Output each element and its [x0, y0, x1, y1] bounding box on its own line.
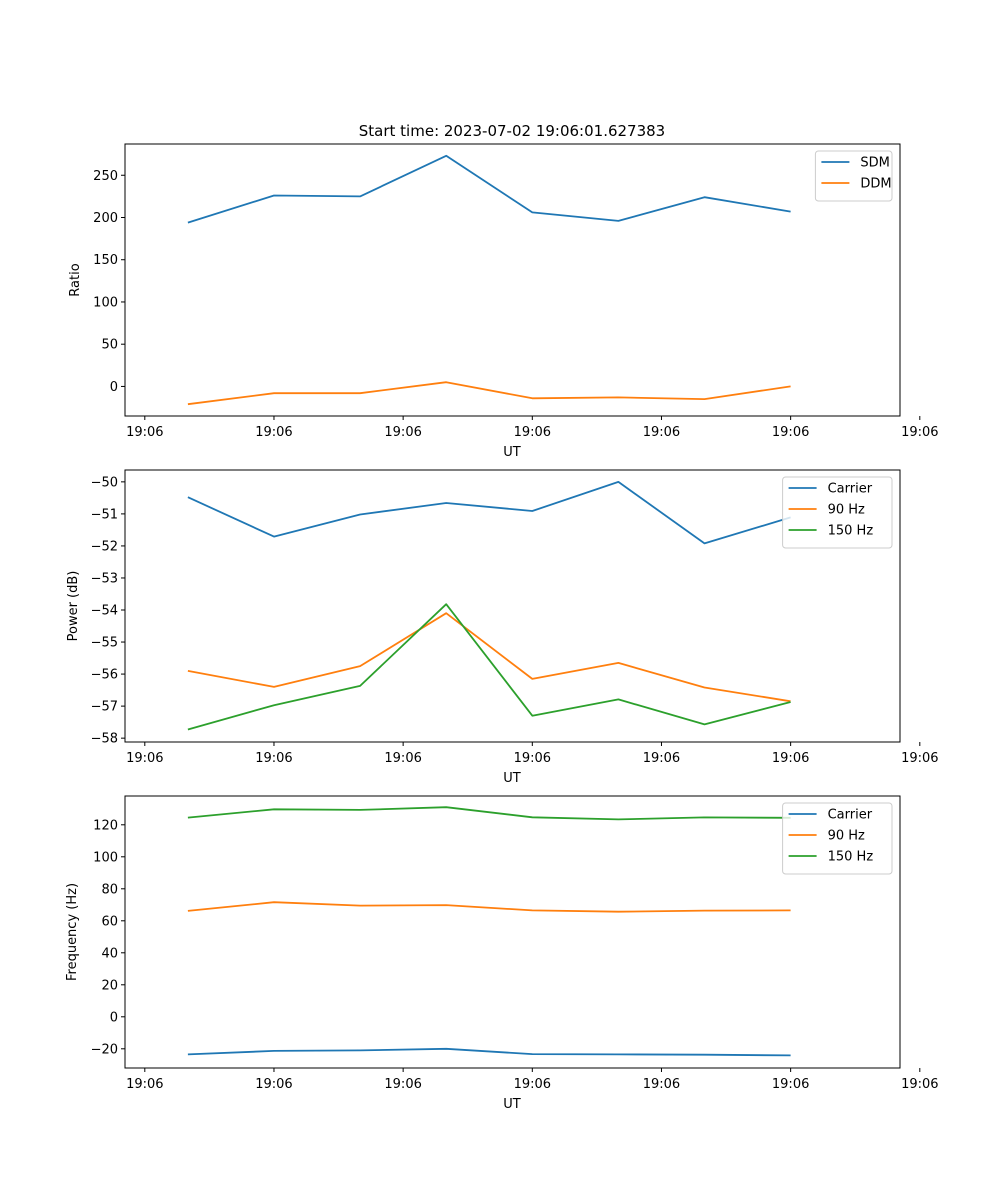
- y-tick-label: −54: [91, 604, 118, 619]
- y-tick-label: 0: [110, 380, 118, 395]
- legend-label: SDM: [860, 156, 889, 171]
- x-tick-label: 19:06: [901, 1077, 938, 1092]
- legend: Carrier 90 Hz 150 Hz: [782, 476, 893, 549]
- legend-label: 90 Hz: [828, 503, 865, 518]
- x-tick-label: 19:06: [643, 1077, 680, 1092]
- series-line-150-hz: [187, 806, 791, 821]
- panel-frequency: −20 0 20 40 60 80 100 120 19:06 19:06 19:06 19:06 19…: [65, 795, 939, 1112]
- y-tick-label: 150: [93, 253, 118, 268]
- y-tick-label: 100: [93, 850, 118, 865]
- legend-label: Carrier: [828, 482, 873, 497]
- legend: SDM DDM: [814, 150, 893, 202]
- y-tick-label: −51: [91, 507, 118, 522]
- series-line-150-hz: [187, 603, 791, 731]
- y-tick-label: 50: [101, 338, 118, 353]
- x-tick-label: 19:06: [901, 425, 938, 440]
- x-tick-label: 19:06: [384, 1077, 421, 1092]
- series-line-ddm: [187, 381, 791, 406]
- y-tick-label: 250: [93, 169, 118, 184]
- plot-area-frequency: −20 0 20 40 60 80 100 120 19:06 19:06 19:06 19:06 19…: [91, 795, 939, 1092]
- x-tick-label: 19:06: [126, 425, 163, 440]
- x-tick-label: 19:06: [126, 751, 163, 766]
- series-line-90-hz: [187, 901, 791, 913]
- x-tick-label: 19:06: [643, 425, 680, 440]
- y-tick-label: −56: [91, 668, 118, 683]
- x-tick-label: 19:06: [255, 751, 292, 766]
- y-tick-label: −20: [91, 1042, 118, 1057]
- x-tick-label: 19:06: [772, 425, 809, 440]
- series-line-carrier: [187, 480, 791, 545]
- y-tick-label: 100: [93, 295, 118, 310]
- axes-frame: [124, 795, 901, 1069]
- legend-label: 150 Hz: [828, 850, 874, 865]
- y-tick-label: 120: [93, 818, 118, 833]
- legend-box: [814, 150, 893, 202]
- plot-area-ratio: 0 50 100 150 200 250 19:06 19:06 19:06 19:06 19:06…: [93, 143, 939, 440]
- y-axis-label: Ratio: [68, 263, 83, 296]
- x-axis-label: UT: [503, 1097, 521, 1112]
- y-tick-label: −52: [91, 539, 118, 554]
- x-axis-label: UT: [503, 771, 521, 786]
- y-tick-label: −57: [91, 700, 118, 715]
- y-tick-label: 200: [93, 211, 118, 226]
- panel-ratio: Start time: 2023-07-02 19:06:01.627383 0…: [68, 122, 939, 460]
- x-tick-label: 19:06: [514, 1077, 551, 1092]
- axes-frame: [124, 469, 901, 743]
- series-line-sdm: [187, 154, 791, 224]
- y-tick-label: −50: [91, 475, 118, 490]
- y-tick-label: −58: [91, 732, 118, 747]
- legend-label: Carrier: [828, 808, 873, 823]
- x-tick-label: 19:06: [772, 751, 809, 766]
- chart-title: Start time: 2023-07-02 19:06:01.627383: [359, 122, 665, 140]
- x-tick-label: 19:06: [126, 1077, 163, 1092]
- y-tick-label: 20: [101, 978, 118, 993]
- y-tick-label: 0: [110, 1010, 118, 1025]
- y-tick-label: 60: [101, 914, 118, 929]
- x-tick-label: 19:06: [255, 1077, 292, 1092]
- series-line-90-hz: [187, 612, 791, 703]
- x-tick-label: 19:06: [901, 751, 938, 766]
- y-tick-label: 80: [101, 882, 118, 897]
- x-tick-label: 19:06: [384, 751, 421, 766]
- x-tick-label: 19:06: [514, 751, 551, 766]
- legend-label: DDM: [860, 177, 891, 192]
- y-axis-label: Frequency (Hz): [65, 883, 80, 981]
- panel-power: −58 −57 −56 −55 −54 −53 −52 −51 −50 19:06 19:06 19:…: [66, 469, 939, 786]
- x-tick-label: 19:06: [643, 751, 680, 766]
- x-tick-label: 19:06: [255, 425, 292, 440]
- x-axis-label: UT: [503, 445, 521, 460]
- legend-label: 150 Hz: [828, 524, 874, 539]
- x-tick-label: 19:06: [514, 425, 551, 440]
- x-tick-label: 19:06: [772, 1077, 809, 1092]
- y-tick-label: −53: [91, 571, 118, 586]
- y-tick-label: −55: [91, 636, 118, 651]
- legend-label: 90 Hz: [828, 829, 865, 844]
- legend: Carrier 90 Hz 150 Hz: [782, 802, 893, 875]
- y-tick-label: 40: [101, 946, 118, 961]
- plot-area-power: −58 −57 −56 −55 −54 −53 −52 −51 −50 19:06 19:06 19:…: [91, 469, 939, 766]
- x-tick-label: 19:06: [384, 425, 421, 440]
- y-axis-label: Power (dB): [66, 571, 81, 642]
- axes-frame: [124, 143, 901, 417]
- series-line-carrier: [187, 1047, 791, 1057]
